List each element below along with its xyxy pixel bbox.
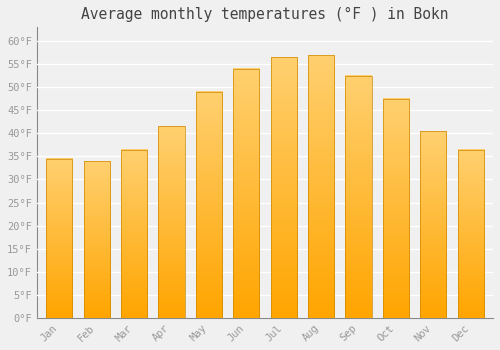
Bar bbox=[46, 159, 72, 318]
Bar bbox=[158, 126, 184, 318]
Title: Average monthly temperatures (°F ) in Bokn: Average monthly temperatures (°F ) in Bo… bbox=[81, 7, 448, 22]
Bar bbox=[270, 57, 296, 318]
Bar bbox=[420, 131, 446, 318]
Bar bbox=[84, 161, 110, 318]
Bar bbox=[196, 92, 222, 318]
Bar bbox=[233, 69, 260, 318]
Bar bbox=[382, 99, 409, 318]
Bar bbox=[458, 149, 483, 318]
Bar bbox=[308, 55, 334, 318]
Bar bbox=[346, 76, 372, 318]
Bar bbox=[121, 149, 147, 318]
